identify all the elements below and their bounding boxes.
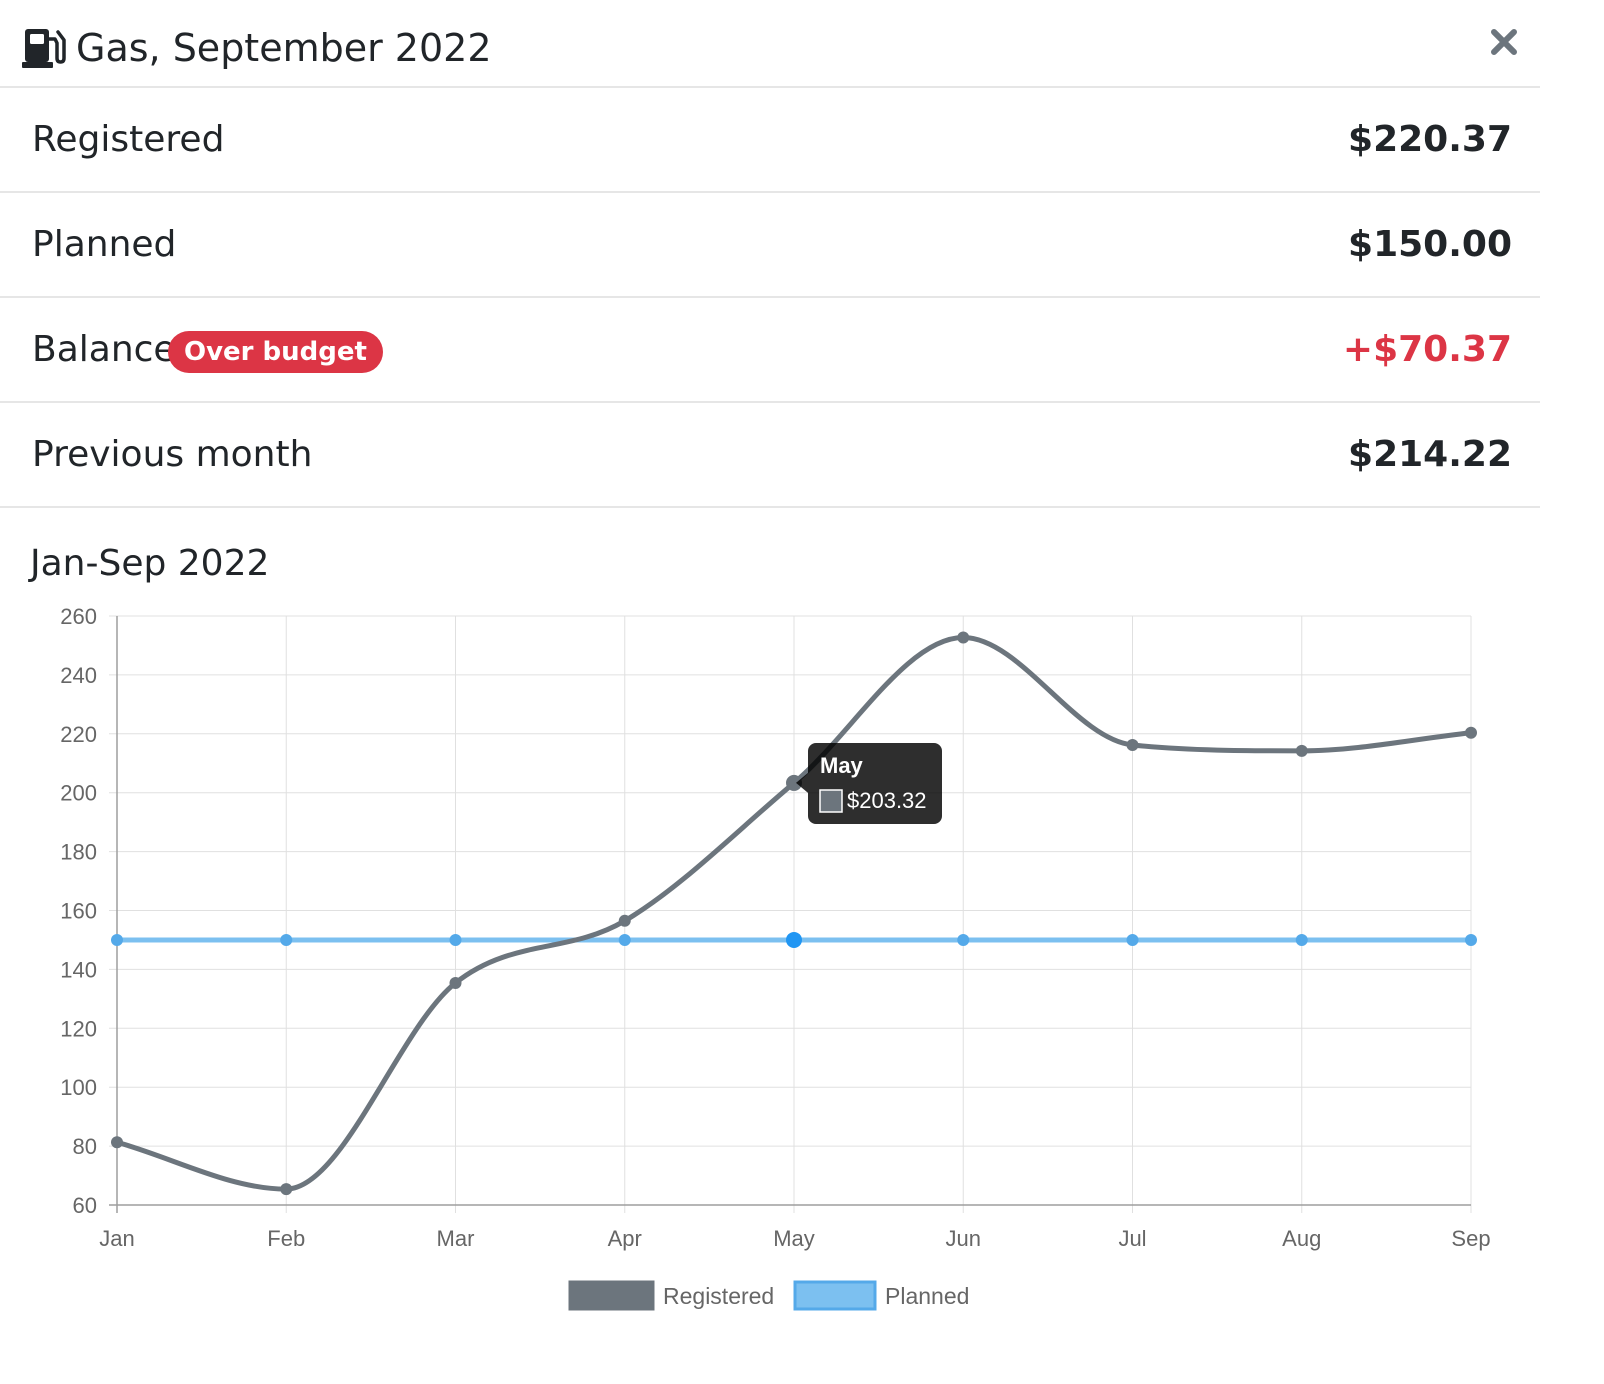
x-tick-label: Mar [437,1226,475,1251]
y-tick-label: 160 [60,899,97,924]
registered-point[interactable] [618,914,631,927]
planned-label: Planned [32,224,177,265]
legend-swatch-registered[interactable] [568,1280,655,1311]
y-tick-label: 60 [73,1193,97,1218]
y-tick-label: 140 [60,957,97,982]
planned-point[interactable] [1295,933,1308,946]
planned-point[interactable] [786,931,802,948]
planned-point[interactable] [280,933,293,946]
planned-point[interactable] [111,933,123,946]
modal-title: Gas, September 2022 [76,26,492,70]
tooltip-title: May [820,753,864,778]
x-tick-label: May [773,1226,815,1251]
balance-value: +$70.37 [1342,329,1512,370]
tooltip-caret [796,772,808,793]
close-icon[interactable] [1486,24,1522,60]
previous-month-value: $214.22 [1348,434,1512,475]
gas-pump-icon [22,29,66,68]
registered-point-hovered[interactable] [786,774,802,791]
y-tick-label: 180 [60,840,97,865]
x-tick-label: Feb [267,1226,305,1251]
summary-row-planned: Planned $150.00 [0,193,1540,298]
legend-label-registered[interactable]: Registered [663,1283,774,1309]
tooltip-swatch [819,789,843,813]
modal-header: Gas, September 2022 [0,0,1540,88]
x-tick-label: Apr [608,1226,642,1251]
y-tick-label: 200 [60,781,97,806]
planned-point[interactable] [449,933,462,946]
x-tick-label: Jul [1118,1226,1146,1251]
planned-point[interactable] [1465,933,1477,946]
planned-point[interactable] [1126,933,1139,946]
registered-point[interactable] [1295,744,1308,757]
y-tick-label: 240 [60,663,97,688]
y-tick-label: 220 [60,722,97,747]
chart-title: Jan-Sep 2022 [30,543,270,584]
y-tick-label: 120 [60,1016,97,1041]
budget-detail-modal: Gas, September 2022 Registered $220.37 P… [0,0,1540,1311]
registered-point[interactable] [449,976,462,989]
registered-label: Registered [32,119,225,160]
summary-row-balance: Balance Over budget +$70.37 [0,298,1540,403]
registered-point[interactable] [1126,738,1139,751]
balance-label: Balance [32,329,176,370]
x-tick-label: Jun [946,1226,981,1251]
planned-value: $150.00 [1348,224,1512,265]
registered-point[interactable] [111,1136,123,1149]
registered-point[interactable] [280,1183,293,1196]
y-tick-label: 80 [73,1134,97,1159]
over-budget-badge: Over budget [168,331,383,373]
x-tick-label: Jan [99,1226,134,1251]
line-chart: 60 80 100 120 140 160 180 200 220 240 260 Jan Feb Mar… [60,604,1491,1311]
tooltip-value: $203.32 [847,788,927,813]
x-tick-label: Aug [1282,1226,1321,1251]
x-tick-label: Sep [1451,1226,1490,1251]
registered-point[interactable] [957,631,970,644]
summary-row-registered: Registered $220.37 [0,88,1540,193]
registered-point[interactable] [1465,726,1477,739]
legend-swatch-planned[interactable] [793,1280,877,1311]
y-tick-label: 100 [60,1075,97,1100]
legend-label-planned[interactable]: Planned [885,1283,969,1309]
y-tick-label: 260 [60,604,97,629]
previous-month-label: Previous month [32,434,313,475]
registered-value: $220.37 [1348,119,1512,160]
planned-point[interactable] [957,933,970,946]
summary-row-previous-month: Previous month $214.22 [0,403,1540,508]
planned-point[interactable] [618,933,631,946]
